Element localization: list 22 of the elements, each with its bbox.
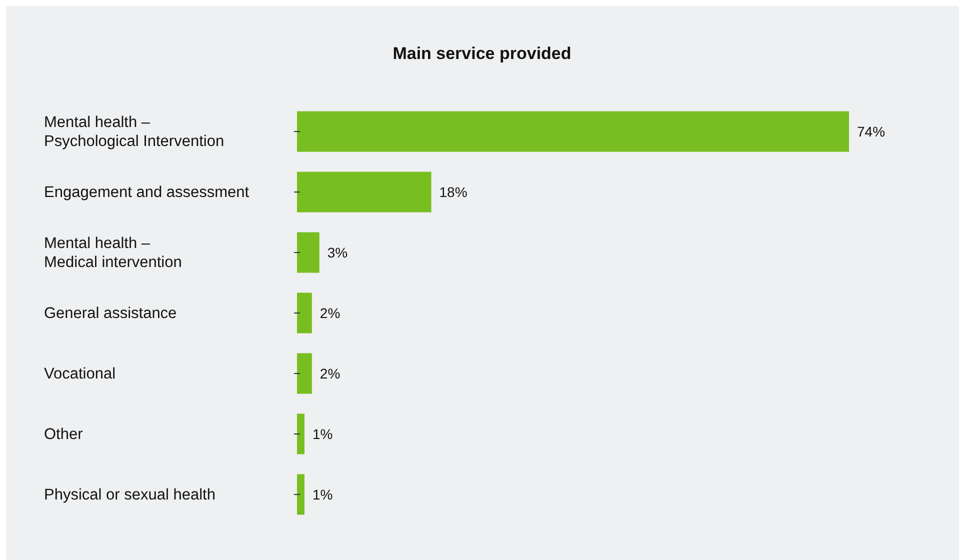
bar (297, 232, 320, 273)
bar (297, 292, 312, 334)
y-tick-label: Mental health – Medical intervention (44, 235, 182, 272)
bar (297, 414, 304, 454)
data-label: 1% (312, 426, 333, 442)
y-tick-label: Mental health – Psychological Intervention (44, 114, 224, 150)
data-label: 2% (320, 365, 340, 382)
data-label: 3% (327, 244, 348, 261)
y-tick-label: General assistance (44, 305, 177, 322)
data-label: 2% (320, 305, 340, 321)
bar (297, 111, 849, 152)
bar (297, 474, 304, 515)
bar (297, 353, 312, 394)
y-tick-label: Engagement and assessment (44, 184, 250, 202)
data-label: 18% (439, 184, 468, 200)
bar (297, 172, 432, 212)
y-tick-label: Vocational (44, 365, 116, 382)
y-tick-label: Physical or sexual health (44, 486, 216, 504)
y-tick-label: Other (44, 426, 83, 443)
chart-title: Main service provided (392, 44, 572, 63)
data-label: 74% (857, 124, 886, 140)
data-label: 1% (312, 486, 333, 502)
